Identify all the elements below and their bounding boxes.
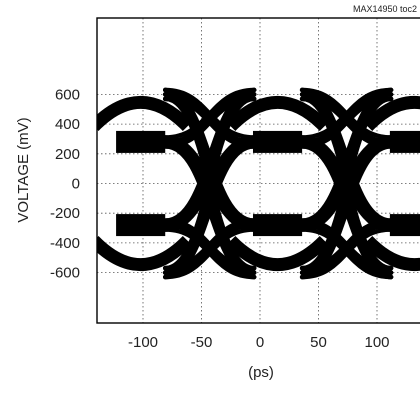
plot-frame [96,17,420,324]
y-tick-label: -200 [50,205,80,222]
y-tick-label: 600 [55,86,80,103]
y-tick-label: 0 [72,176,80,193]
eye-rail [362,235,420,271]
eye-trace [162,96,257,149]
eye-trace [299,218,394,271]
eye-trace [162,222,257,275]
x-axis-label: (ps) [248,364,274,381]
level-band [389,130,420,153]
level-band [116,214,166,237]
eye-rail [226,96,330,132]
eye-trace [162,218,257,271]
eye-trace [299,87,394,140]
grid [97,18,420,323]
x-tick-label: -50 [191,334,213,351]
eye-rail [97,96,193,132]
x-tick-label: 0 [256,334,264,351]
eye-trace [299,92,394,145]
eye-traces [97,87,420,280]
y-tick-label: 200 [55,146,80,163]
y-tick-label: -400 [50,235,80,252]
y-tick-label: -600 [50,265,80,282]
eye-trace [299,227,394,280]
eye-trace [162,92,257,145]
eye-rail [362,96,420,132]
eye-trace [162,227,257,280]
y-axis-label: VOLTAGE (mV) [15,117,32,222]
eye-rail [226,235,330,271]
level-band [116,130,166,153]
level-band [252,130,303,153]
eye-trace [299,222,394,275]
level-band [252,214,303,237]
eye-trace [162,87,257,140]
level-band [389,214,420,237]
x-tick-label: -100 [128,334,158,351]
x-tick-label: 100 [364,334,389,351]
eye-trace [299,96,394,149]
eye-rail [97,235,193,271]
y-tick-label: 400 [55,116,80,133]
axis-ticks: -100 -50 0 50 100 600 400 200 0 -200 -400 -600 [50,86,390,351]
x-tick-label: 50 [310,334,327,351]
chart-id-label: MAX14950 toc2 [353,4,417,14]
